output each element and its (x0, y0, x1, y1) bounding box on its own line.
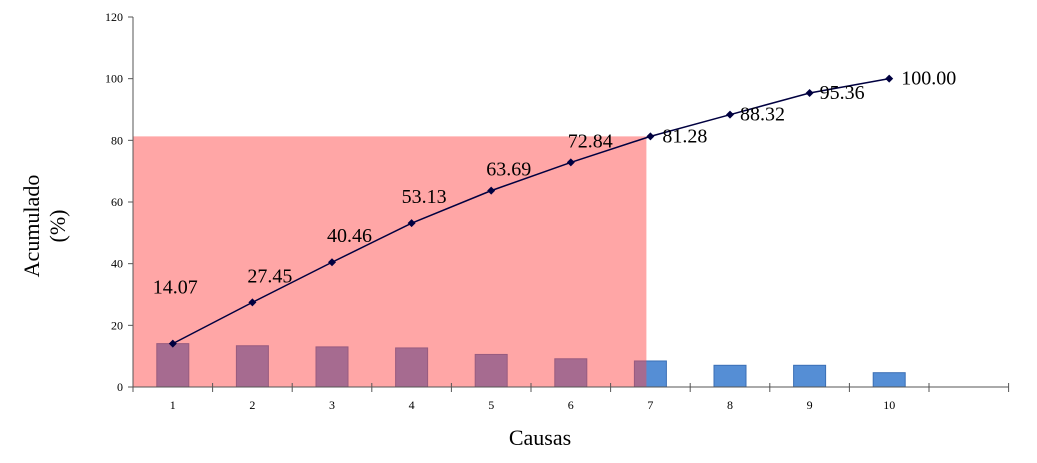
cumulative-marker-9 (805, 88, 814, 97)
bar-2 (235, 345, 269, 388)
cumulative-label-4: 53.13 (402, 186, 447, 208)
cumulative-label-3: 40.46 (327, 225, 372, 247)
highlight-region (133, 136, 647, 387)
y-tick-label-80: 80 (111, 133, 123, 147)
bar-8 (713, 364, 747, 388)
cumulative-label-9: 95.36 (820, 82, 865, 104)
cumulative-label-5: 63.69 (486, 159, 531, 181)
y-tick-label-20: 20 (111, 318, 123, 332)
y-tick-label-40: 40 (111, 257, 123, 271)
cumulative-label-8: 88.32 (740, 104, 785, 126)
cumulative-marker-2 (248, 298, 257, 307)
x-tick-label-5: 5 (488, 398, 494, 412)
cumulative-marker-6 (566, 158, 575, 167)
cumulative-marker-8 (726, 110, 734, 119)
x-tick-label-3: 3 (329, 398, 335, 412)
x-tick-label-6: 6 (568, 398, 574, 412)
y-tick-label-120: 120 (105, 10, 123, 24)
cumulative-label-2: 27.45 (247, 265, 292, 287)
x-tick-label-1: 1 (170, 398, 176, 412)
bar-6 (554, 358, 588, 388)
cumulative-marker-10 (885, 74, 894, 83)
cumulative-label-7: 81.28 (662, 125, 707, 147)
x-tick-label-8: 8 (727, 398, 733, 412)
x-tick-label-7: 7 (647, 398, 653, 412)
x-tick-label-10: 10 (883, 398, 895, 412)
bar-10 (872, 372, 906, 388)
y-tick-label-0: 0 (117, 380, 123, 394)
bar-9 (793, 364, 827, 388)
y-axis-label-line2: (%) (45, 209, 70, 243)
cumulative-label-10: 100.00 (901, 68, 956, 90)
cumulative-line (172, 77, 890, 345)
cumulative-marker-4 (407, 219, 416, 228)
y-tick-label-100: 100 (105, 72, 123, 86)
bar-4 (395, 347, 429, 388)
cumulative-label-1: 14.07 (153, 277, 198, 299)
x-tick-label-2: 2 (249, 398, 255, 412)
cumulative-label-6: 72.84 (568, 130, 613, 152)
cumulative-marker-1 (168, 339, 177, 348)
cumulative-marker-7 (646, 132, 655, 141)
cumulative-marker-5 (487, 186, 496, 195)
y-tick-label-60: 60 (111, 195, 123, 209)
cumulative-marker-3 (328, 258, 336, 267)
x-tick-label-9: 9 (807, 398, 813, 412)
x-tick-label-4: 4 (409, 398, 415, 412)
y-axis-label-line1: Acumulado (19, 174, 44, 278)
y-axis-label: Acumulado (%) (19, 161, 71, 291)
x-axis-label: Causas (508, 425, 572, 450)
bar-1 (156, 343, 190, 388)
